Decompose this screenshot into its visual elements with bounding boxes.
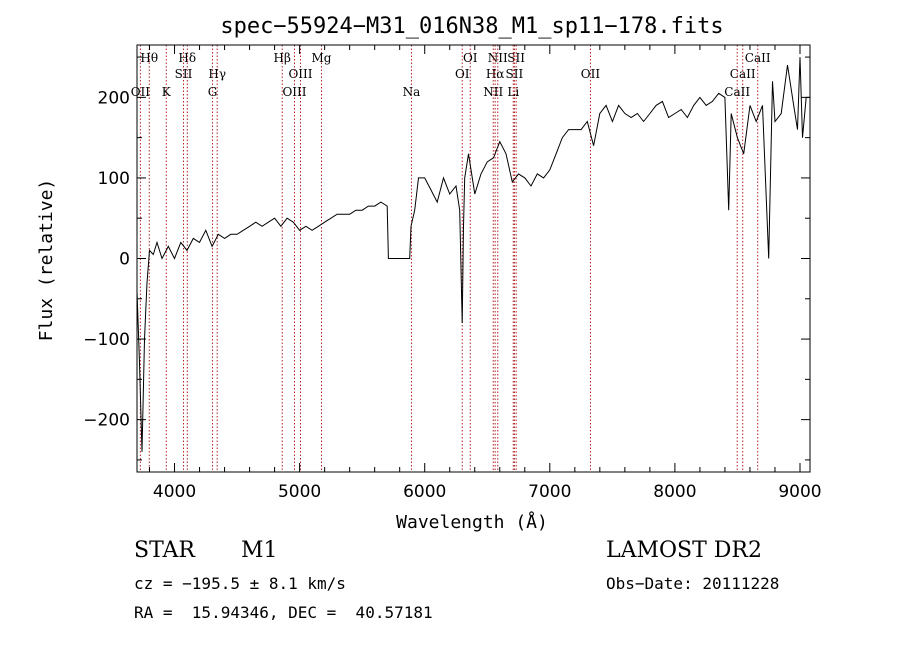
emission-line-label: OI: [463, 51, 478, 65]
object-subclass: M1: [241, 538, 278, 563]
y-axis-label: Flux (relative): [36, 179, 57, 342]
axes-ticks: 4000 5000 6000 7000 8000 9000 −200 −100 0 100 200: [83, 45, 822, 502]
emission-line-label: Li: [507, 85, 519, 99]
emission-line-label: Mg: [312, 51, 332, 65]
object-class: STAR: [134, 538, 195, 563]
emission-line-label: K: [162, 85, 172, 99]
x-tick-label: 4000: [153, 482, 196, 502]
emission-line-label: OII: [131, 85, 151, 99]
obs-date: Obs−Date: 20111228: [606, 574, 780, 593]
y-tick-label: 200: [98, 88, 130, 108]
emission-line-label: CaII: [745, 51, 771, 65]
emission-line-label: Na: [403, 85, 421, 99]
x-axis-label: Wavelength (Å): [396, 511, 548, 533]
emission-line-label: NII: [483, 85, 503, 99]
y-tick-label: −200: [83, 411, 130, 431]
y-tick-label: 100: [98, 169, 130, 189]
x-tick-label: 7000: [528, 482, 571, 502]
emission-line-label: CaII: [730, 67, 756, 81]
emission-line-label: G: [208, 85, 218, 99]
x-tick-label: 6000: [403, 482, 446, 502]
y-tick-label: −100: [83, 330, 130, 350]
emission-line-label: Hγ: [208, 67, 226, 81]
emission-line-label: Hβ: [274, 51, 291, 65]
emission-line-label: OIII: [288, 67, 312, 81]
emission-line-label: OIII: [282, 85, 306, 99]
spectrum-series: [136, 57, 810, 452]
emission-line-label: OII: [581, 67, 601, 81]
emission-line-label: SII: [506, 67, 524, 81]
emission-line-label: NII: [488, 51, 508, 65]
survey-name: LAMOST DR2: [606, 538, 762, 563]
y-tick-label: 0: [119, 250, 130, 270]
x-tick-label: 5000: [278, 482, 321, 502]
emission-line-label: SII: [507, 51, 525, 65]
emission-line-label: Hθ: [140, 51, 158, 65]
x-tick-label: 9000: [778, 482, 821, 502]
coordinates: RA = 15.94346, DEC = 40.57181: [134, 603, 433, 622]
emission-line-label: OI: [455, 67, 470, 81]
cz-value: cz = −195.5 ± 8.1 km/s: [134, 574, 346, 593]
emission-line-label: Hα: [486, 67, 505, 81]
plot-frame: [136, 44, 811, 473]
chart-title: spec−55924−M31_016N38_M1_sp11−178.fits: [220, 14, 723, 39]
emission-line-label: CaII: [724, 85, 750, 99]
x-tick-label: 8000: [653, 482, 696, 502]
emission-line-label: SII: [175, 67, 193, 81]
emission-line-label: Hδ: [178, 51, 196, 65]
spectrum-line: [136, 57, 810, 452]
